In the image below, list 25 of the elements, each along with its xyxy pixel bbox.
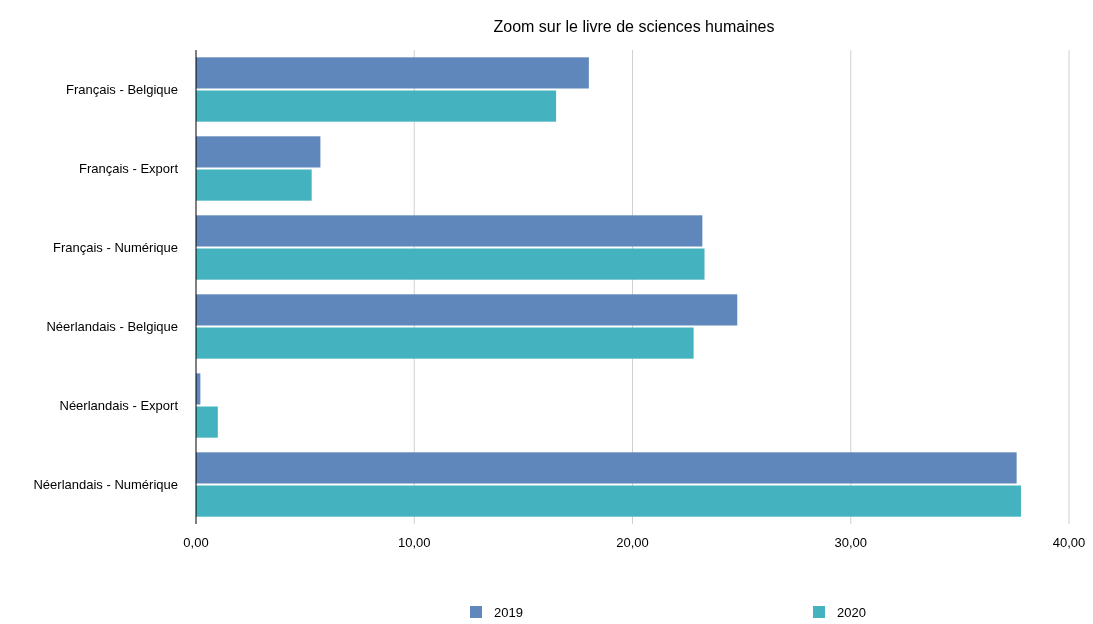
chart-title: Zoom sur le livre de sciences humaines <box>493 18 775 35</box>
bar <box>196 406 218 438</box>
legend-label: 2019 <box>494 605 523 620</box>
x-tick-label: 10,00 <box>397 535 431 550</box>
legend-label: 2020 <box>837 605 866 620</box>
bar <box>196 327 694 359</box>
y-tick-label: Néerlandais - Numérique <box>33 476 178 492</box>
y-tick-label: Français - Numérique <box>53 239 178 255</box>
y-tick-label: Français - Export <box>79 160 179 176</box>
bar <box>196 136 321 168</box>
bar <box>196 485 1021 517</box>
bar <box>196 57 589 89</box>
bar <box>196 294 738 326</box>
x-tick-label: 20,00 <box>616 535 649 550</box>
bar <box>196 169 312 201</box>
x-tick-label: 0,00 <box>183 535 209 550</box>
y-tick-label: Néerlandais - Belgique <box>46 318 178 334</box>
bar <box>196 90 557 122</box>
bar <box>196 452 1017 484</box>
bar <box>196 215 703 247</box>
y-tick-label: Français - Belgique <box>66 81 178 97</box>
bar <box>196 248 705 280</box>
y-tick-label: Néerlandais - Export <box>59 397 179 413</box>
x-tick-label: 40,00 <box>1052 535 1086 550</box>
x-tick-label: 30,00 <box>834 535 868 550</box>
